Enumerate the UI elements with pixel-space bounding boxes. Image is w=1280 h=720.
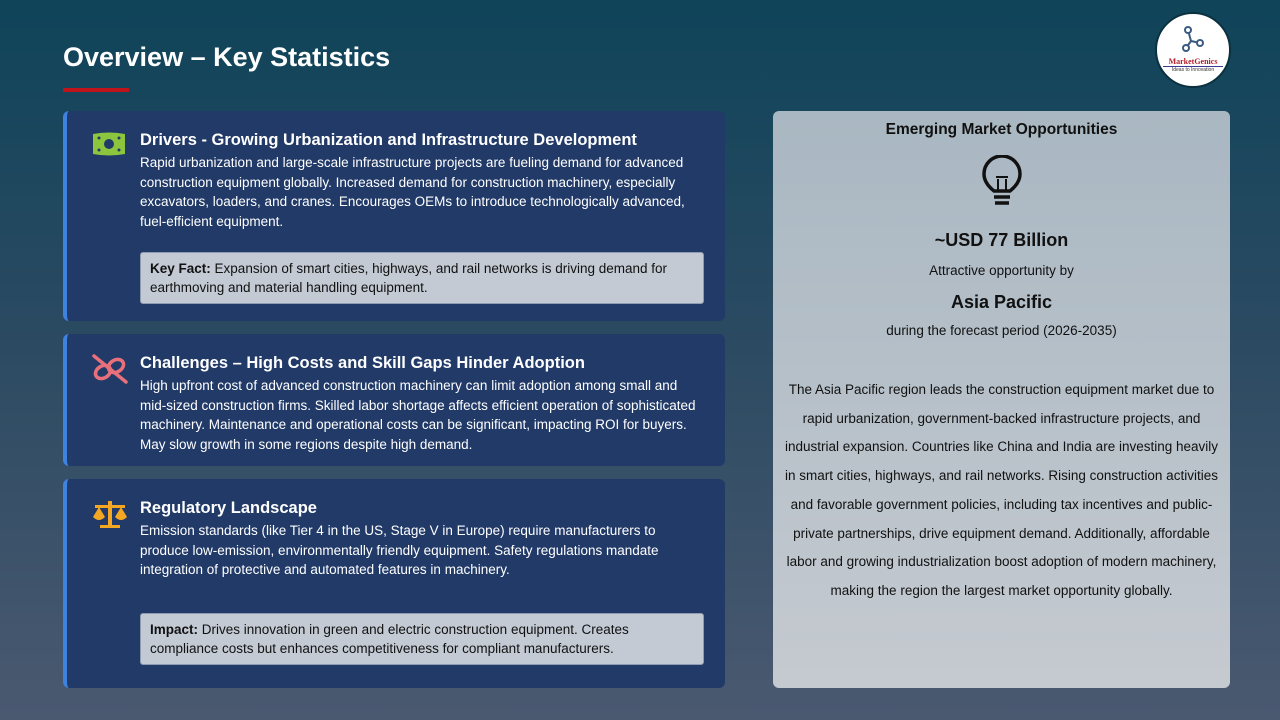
opportunity-value: ~USD 77 Billion <box>934 230 1069 250</box>
fact-label: Key Fact: <box>150 261 211 276</box>
company-logo: MarketGenics Ideas to Innovation <box>1155 12 1231 88</box>
title-underline <box>63 88 129 92</box>
lightbulb-icon <box>981 154 1022 205</box>
card-body: High upfront cost of advanced constructi… <box>140 378 696 452</box>
regulatory-card: Regulatory Landscape Emission standards … <box>63 479 725 688</box>
scales-icon <box>93 501 127 528</box>
fact-text: Expansion of smart cities, highways, and… <box>150 261 668 295</box>
card-heading: Regulatory Landscape <box>140 499 317 517</box>
logo-tagline: Ideas to Innovation <box>1163 66 1223 73</box>
opportunity-period: during the forecast period (2026-2035) <box>886 323 1117 338</box>
opportunity-line: Attractive opportunity by <box>929 263 1074 278</box>
opportunity-body: The Asia Pacific region leads the constr… <box>785 382 1219 598</box>
card-heading: Drivers - Growing Urbanization and Infra… <box>140 131 637 149</box>
page-title: Overview – Key Statistics <box>63 42 391 72</box>
opportunity-panel: Emerging Market Opportunities ~USD 77 Bi… <box>773 111 1230 688</box>
card-heading: Challenges – High Costs and Skill Gaps H… <box>140 354 585 372</box>
drivers-card: Drivers - Growing Urbanization and Infra… <box>63 111 725 321</box>
logo-name: MarketGenics <box>1168 57 1218 66</box>
impact-box: Impact: Drives innovation in green and e… <box>140 612 704 665</box>
challenges-card: Challenges – High Costs and Skill Gaps H… <box>63 334 725 466</box>
card-body: Rapid urbanization and large-scale infra… <box>140 155 685 229</box>
money-icon <box>93 132 125 156</box>
card-body: Emission standards (like Tier 4 in the U… <box>140 523 659 577</box>
broken-link-icon <box>92 354 128 384</box>
impact-label: Impact: <box>150 621 199 637</box>
key-fact-box: Key Fact: Expansion of smart cities, hig… <box>140 252 704 304</box>
opportunity-region: Asia Pacific <box>950 292 1053 312</box>
molecule-icon <box>1182 26 1204 52</box>
opportunity-heading: Emerging Market Opportunities <box>885 121 1118 138</box>
impact-text: Drives innovation in green and electric … <box>150 621 629 656</box>
